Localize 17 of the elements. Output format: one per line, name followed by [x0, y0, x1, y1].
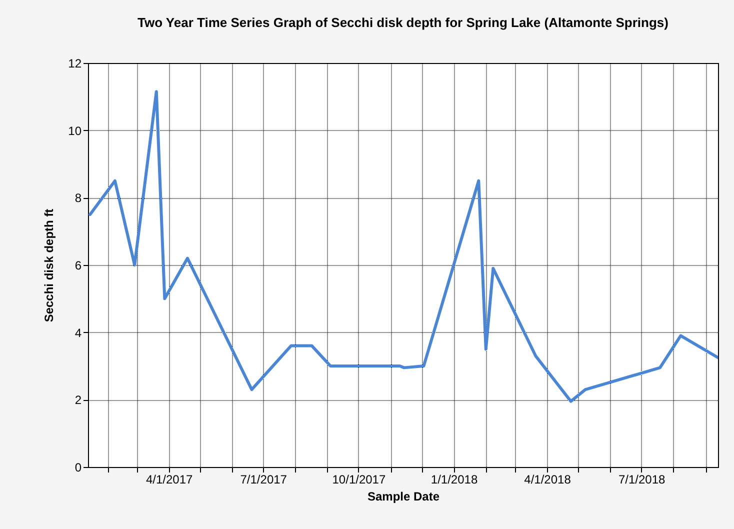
- x-tick-label: 4/1/2018: [524, 472, 572, 486]
- x-tick-label: 10/1/2017: [332, 472, 386, 486]
- y-tick-label: 0: [74, 460, 82, 474]
- y-tick-label: 4: [74, 326, 82, 340]
- y-axis-title: Secchi disk depth ft: [42, 208, 56, 322]
- x-tick-label: 4/1/2017: [146, 472, 193, 486]
- x-tick-label: 7/1/2018: [618, 472, 666, 486]
- y-tick-label: 10: [68, 124, 82, 138]
- line-series: [88, 90, 718, 403]
- x-tick-label: 7/1/2017: [240, 472, 288, 486]
- x-tick-label: 1/1/2018: [430, 472, 478, 486]
- x-axis-title: Sample Date: [367, 490, 440, 504]
- y-tick-label: 12: [68, 56, 82, 70]
- y-tick-label: 6: [74, 258, 82, 272]
- y-tick-label: 2: [74, 393, 82, 408]
- y-tick-label: 8: [74, 191, 82, 206]
- chart-title: Two Year Time Series Graph of Secchi disk depth for Spring Lake (Altamonte Springs): [138, 15, 668, 30]
